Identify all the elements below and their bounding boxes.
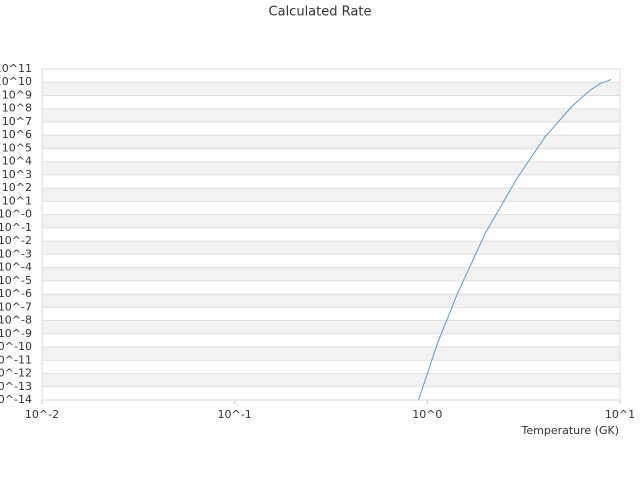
y-tick-label: 10^8 (2, 102, 32, 115)
x-tick-label: 10^-2 (25, 408, 59, 421)
y-tick-label: 10^6 (2, 128, 32, 141)
y-tick-label: 10^10 (0, 75, 32, 88)
grid-band (42, 373, 620, 387)
y-tick-label: 10^1 (2, 194, 32, 207)
x-axis-label: Temperature (GK) (521, 424, 620, 437)
grid-band (42, 267, 620, 281)
y-tick-label: 10^7 (2, 115, 32, 128)
x-tick-label: 10^1 (605, 408, 635, 421)
grid-band (42, 108, 620, 122)
grid-band (42, 320, 620, 334)
grid-band (42, 135, 620, 149)
data-line (418, 79, 612, 401)
x-tick-label: 10^-1 (218, 408, 252, 421)
grid-band (42, 347, 620, 361)
y-tick-label: 10^-4 (0, 261, 32, 274)
y-tick-label: 10^-6 (0, 287, 32, 300)
grid-band (42, 188, 620, 202)
y-tick-label: 10^-9 (0, 327, 32, 340)
grid-band (42, 82, 620, 96)
plot-frame (41, 68, 621, 401)
y-tick-label: 10^-14 (0, 393, 32, 406)
chart-title: Calculated Rate (269, 5, 372, 20)
grid-band (42, 214, 620, 228)
y-tick-label: 10^-2 (0, 234, 32, 247)
y-tick-label: 10^9 (2, 88, 32, 101)
grid-band (42, 241, 620, 255)
y-tick-label: 10^-5 (0, 274, 32, 287)
y-tick-label: 10^-1 (0, 221, 32, 234)
x-tick-label: 10^0 (412, 408, 442, 421)
y-tick-label: 10^-12 (0, 367, 32, 380)
y-tick-label: 10^-0 (0, 208, 32, 221)
grid-band (42, 161, 620, 175)
y-tick-label: 10^11 (0, 62, 32, 75)
y-tick-label: 10^-8 (0, 314, 32, 327)
y-tick-label: 10^-3 (0, 247, 32, 260)
y-tick-label: 10^-11 (0, 353, 32, 366)
y-tick-label: 10^2 (2, 181, 32, 194)
y-tick-label: 10^3 (2, 168, 32, 181)
y-tick-label: 10^-7 (0, 300, 32, 313)
y-tick-label: 10^5 (2, 141, 32, 154)
y-tick-label: 10^4 (2, 155, 32, 168)
grid-band (42, 294, 620, 308)
y-tick-label: 10^-13 (0, 380, 32, 393)
y-tick-label: 10^-10 (0, 340, 32, 353)
